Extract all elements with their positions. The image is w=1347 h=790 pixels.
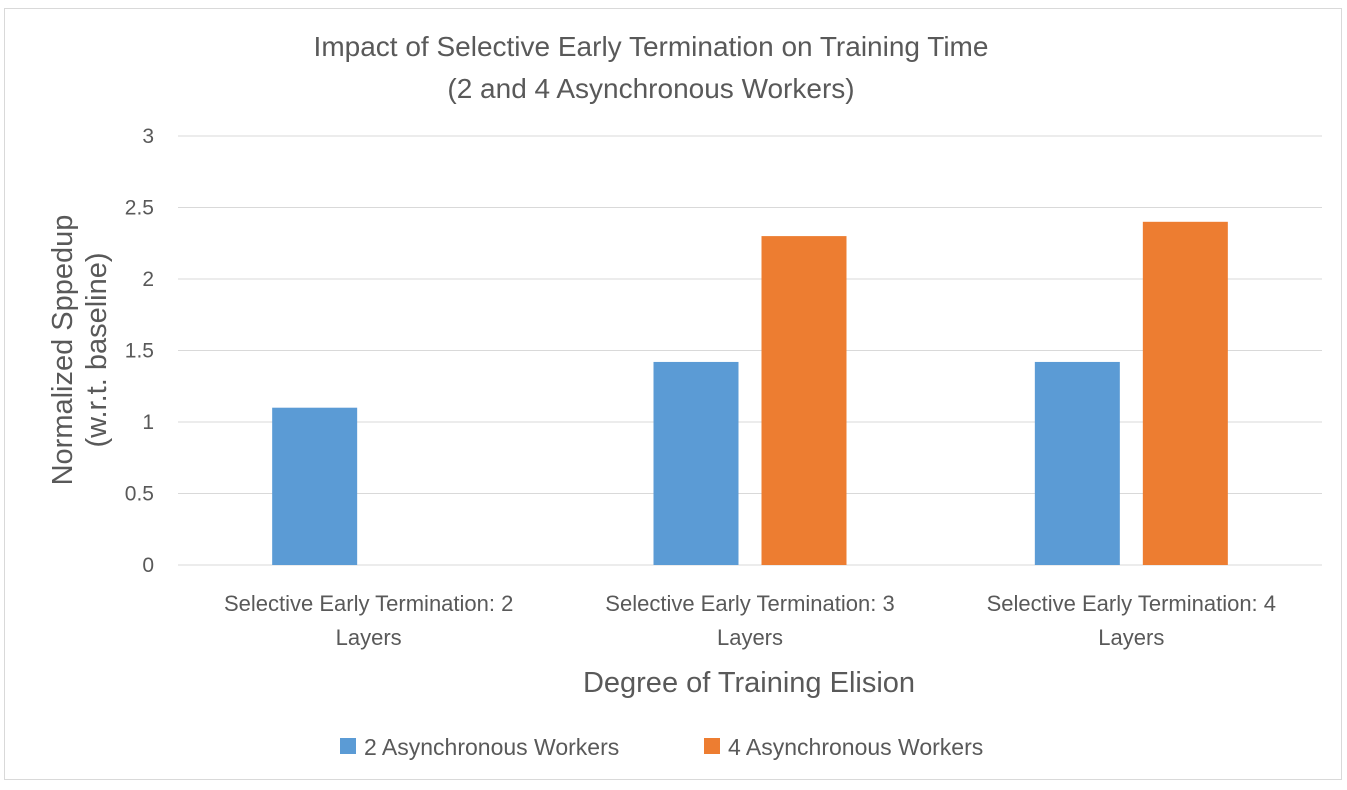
chart-title-line-1: Impact of Selective Early Termination on… <box>314 31 989 62</box>
y-tick-label: 1.5 <box>125 340 154 363</box>
chart-title-line-2: (2 and 4 Asynchronous Workers) <box>447 73 854 104</box>
bars <box>272 221 1228 566</box>
x-category-label: Layers <box>717 625 783 650</box>
y-tick-label: 2 <box>142 268 154 291</box>
bar <box>1034 361 1120 565</box>
x-category-label: Selective Early Termination: 4 <box>987 591 1276 616</box>
x-axis-categories: Selective Early Termination: 2 Layers Sele… <box>224 591 1276 650</box>
bar <box>761 236 847 565</box>
y-axis-title-line-2: (w.r.t. baseline) <box>81 252 113 447</box>
y-tick-label: 0.5 <box>125 483 154 506</box>
x-category-label: Layers <box>1098 625 1164 650</box>
legend-swatch <box>340 738 356 754</box>
legend: 2 Asynchronous Workers 4 Asynchronous Wor… <box>340 734 983 760</box>
bar <box>272 407 358 565</box>
x-category-label: Selective Early Termination: 2 <box>224 591 513 616</box>
x-category-label: Layers <box>336 625 402 650</box>
legend-label: 2 Asynchronous Workers <box>364 734 619 760</box>
y-axis-title-line-1: Normalized Sppedup <box>47 215 79 486</box>
y-tick-label: 0 <box>142 554 154 577</box>
y-tick-label: 2.5 <box>125 197 154 220</box>
y-tick-label: 3 <box>142 125 154 148</box>
legend-swatch <box>704 738 720 754</box>
x-axis-title: Degree of Training Elision <box>583 667 915 699</box>
y-axis-ticks: 0 0.5 1 1.5 2 2.5 3 <box>125 125 154 577</box>
gridlines <box>178 135 1322 566</box>
x-category-label: Selective Early Termination: 3 <box>605 591 894 616</box>
y-tick-label: 1 <box>142 411 154 434</box>
bar <box>653 361 739 565</box>
bar <box>1142 221 1228 566</box>
legend-label: 4 Asynchronous Workers <box>728 734 983 760</box>
